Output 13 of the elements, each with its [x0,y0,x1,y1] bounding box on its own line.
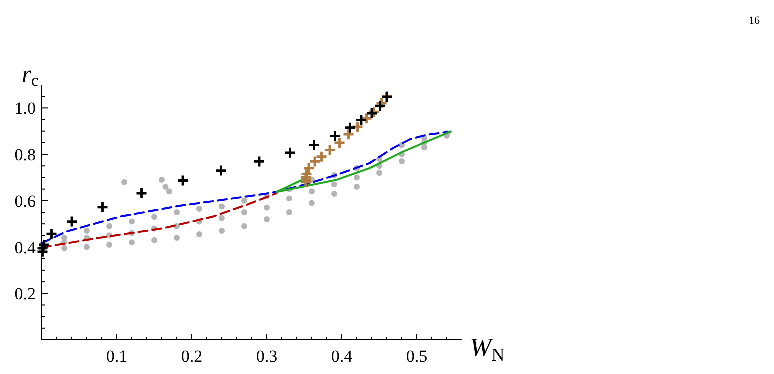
x-tick-label: 0.4 [331,347,354,366]
text: 16 [749,15,760,27]
y-tick-label: 0.6 [14,192,36,211]
y-tick-label: 0.8 [14,146,36,165]
y-tick-label: 1.0 [14,99,36,118]
y-tick-label: 0.2 [14,284,36,304]
y-axis-title: r$_{c}$ [22,62,39,90]
x-tick-label: 0.2 [181,347,203,366]
x-tick-label: 0.3 [256,347,278,366]
x-axis-title: W$_{N}$ [470,333,505,364]
x-tick-label: 0.1 [106,347,128,366]
y-tick-label: 0.4 [14,238,36,258]
x-tick-label: 0.5 [406,347,428,366]
